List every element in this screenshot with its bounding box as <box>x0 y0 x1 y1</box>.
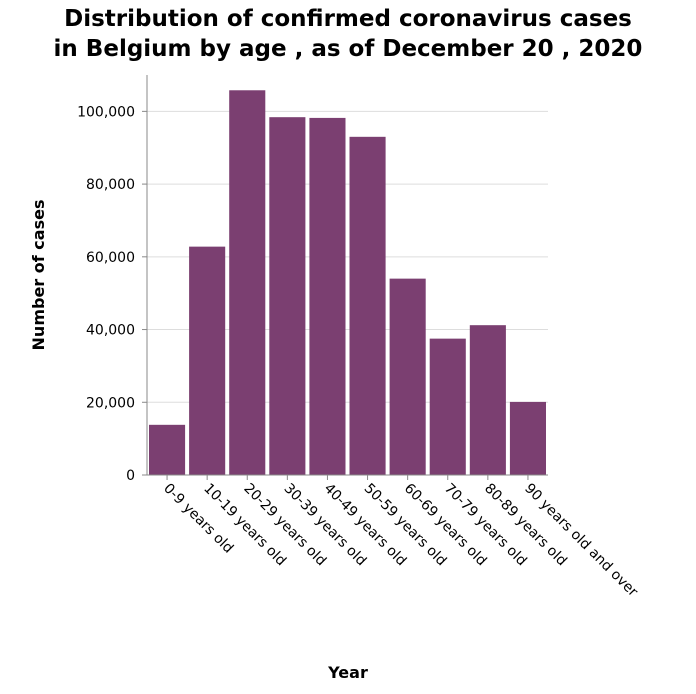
chart-title: Distribution of confirmed coronavirus ca… <box>0 4 696 64</box>
y-tick-label: 20,000 <box>86 395 135 411</box>
bar <box>229 90 266 475</box>
bar <box>389 278 426 475</box>
bar <box>189 246 226 475</box>
bar <box>429 338 466 475</box>
bar <box>469 325 506 475</box>
bar <box>149 424 186 475</box>
x-axis-title: Year <box>327 663 368 682</box>
bar <box>509 401 546 475</box>
y-axis-title: Number of cases <box>29 200 48 351</box>
bar <box>349 136 386 475</box>
y-tick-label: 100,000 <box>77 104 135 120</box>
chart-title-line-2: in Belgium by age , as of December 20 , … <box>53 36 643 62</box>
bar <box>269 117 306 475</box>
y-tick-label: 80,000 <box>86 177 135 193</box>
y-axis: 0 20,000 40,000 60,000 80,000 100,000 <box>77 75 148 484</box>
x-tick-label: 0-9 years old <box>160 481 236 557</box>
bar <box>309 117 346 475</box>
y-tick-label: 60,000 <box>86 250 135 266</box>
bars <box>149 90 546 475</box>
y-tick-label: 40,000 <box>86 323 135 339</box>
chart-title-line-1: Distribution of confirmed coronavirus ca… <box>64 6 632 32</box>
y-tick-label: 0 <box>126 468 135 484</box>
